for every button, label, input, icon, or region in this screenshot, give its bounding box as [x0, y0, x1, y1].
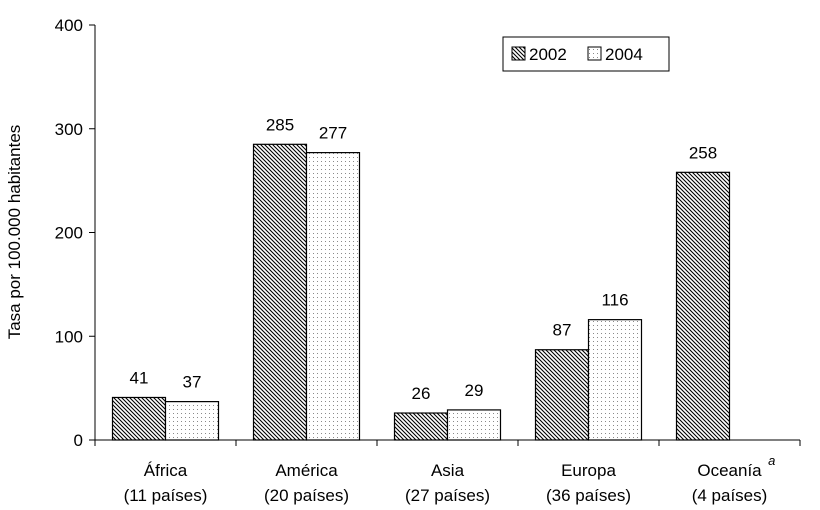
- legend-label-2002: 2002: [529, 45, 567, 64]
- category-sublabel: (36 países): [546, 486, 631, 505]
- data-label-2002-Europa: 87: [553, 321, 572, 340]
- data-label-2002-Asia: 26: [412, 384, 431, 403]
- data-label-2004-Europa: 116: [601, 291, 628, 310]
- bar-2004-África: [164, 401, 220, 441]
- category-label: Europa: [561, 461, 616, 480]
- bar-2002-África: [111, 396, 167, 441]
- bar-2004-Europa: [587, 319, 643, 441]
- legend-label-2004: 2004: [605, 45, 643, 64]
- bar-2002-Oceanía: [675, 171, 731, 441]
- legend: 2002 2004: [502, 36, 670, 72]
- category-label: Asia: [431, 461, 465, 480]
- bar-2002-Asia: [393, 412, 449, 441]
- y-tick-label: 100: [55, 327, 83, 346]
- data-label-2002-América: 285: [266, 115, 294, 134]
- category-sublabel: (4 países): [692, 486, 768, 505]
- legend-swatch-2004: [587, 46, 602, 61]
- y-axis: 0 100 200 300 400: [55, 16, 96, 450]
- category-label: Oceanía: [697, 461, 762, 480]
- bar-2002-Europa: [534, 349, 590, 441]
- data-label-2002-África: 41: [130, 368, 149, 387]
- data-label-2004-África: 37: [183, 373, 202, 392]
- y-tick-label: 300: [55, 120, 83, 139]
- y-tick-label: 400: [55, 16, 83, 35]
- bars: [111, 143, 731, 441]
- data-label-2002-Oceanía: 258: [689, 143, 717, 162]
- y-axis-title: Tasa por 100.000 habitantes: [5, 125, 24, 340]
- bar-2002-América: [252, 143, 308, 441]
- category-label: América: [275, 461, 338, 480]
- data-label-2004-América: 277: [319, 124, 347, 143]
- y-tick-label: 200: [55, 224, 83, 243]
- data-label-2004-Asia: 29: [465, 381, 484, 400]
- legend-box: [502, 36, 670, 72]
- category-sublabel: (20 países): [264, 486, 349, 505]
- x-axis: África (11 países) América (20 países) Asia (…: [94, 439, 801, 505]
- category-sublabel: (27 países): [405, 486, 490, 505]
- category-sublabel: (11 países): [124, 486, 208, 505]
- category-label: África: [144, 461, 188, 480]
- y-tick-label: 0: [74, 431, 83, 450]
- category-footnote-marker: a: [768, 453, 775, 468]
- bar-2004-América: [305, 152, 361, 441]
- data-labels: 41 37 285 277 26 29 87 116 258: [130, 115, 718, 403]
- bar-2004-Asia: [446, 409, 502, 441]
- legend-swatch-2002: [511, 46, 526, 61]
